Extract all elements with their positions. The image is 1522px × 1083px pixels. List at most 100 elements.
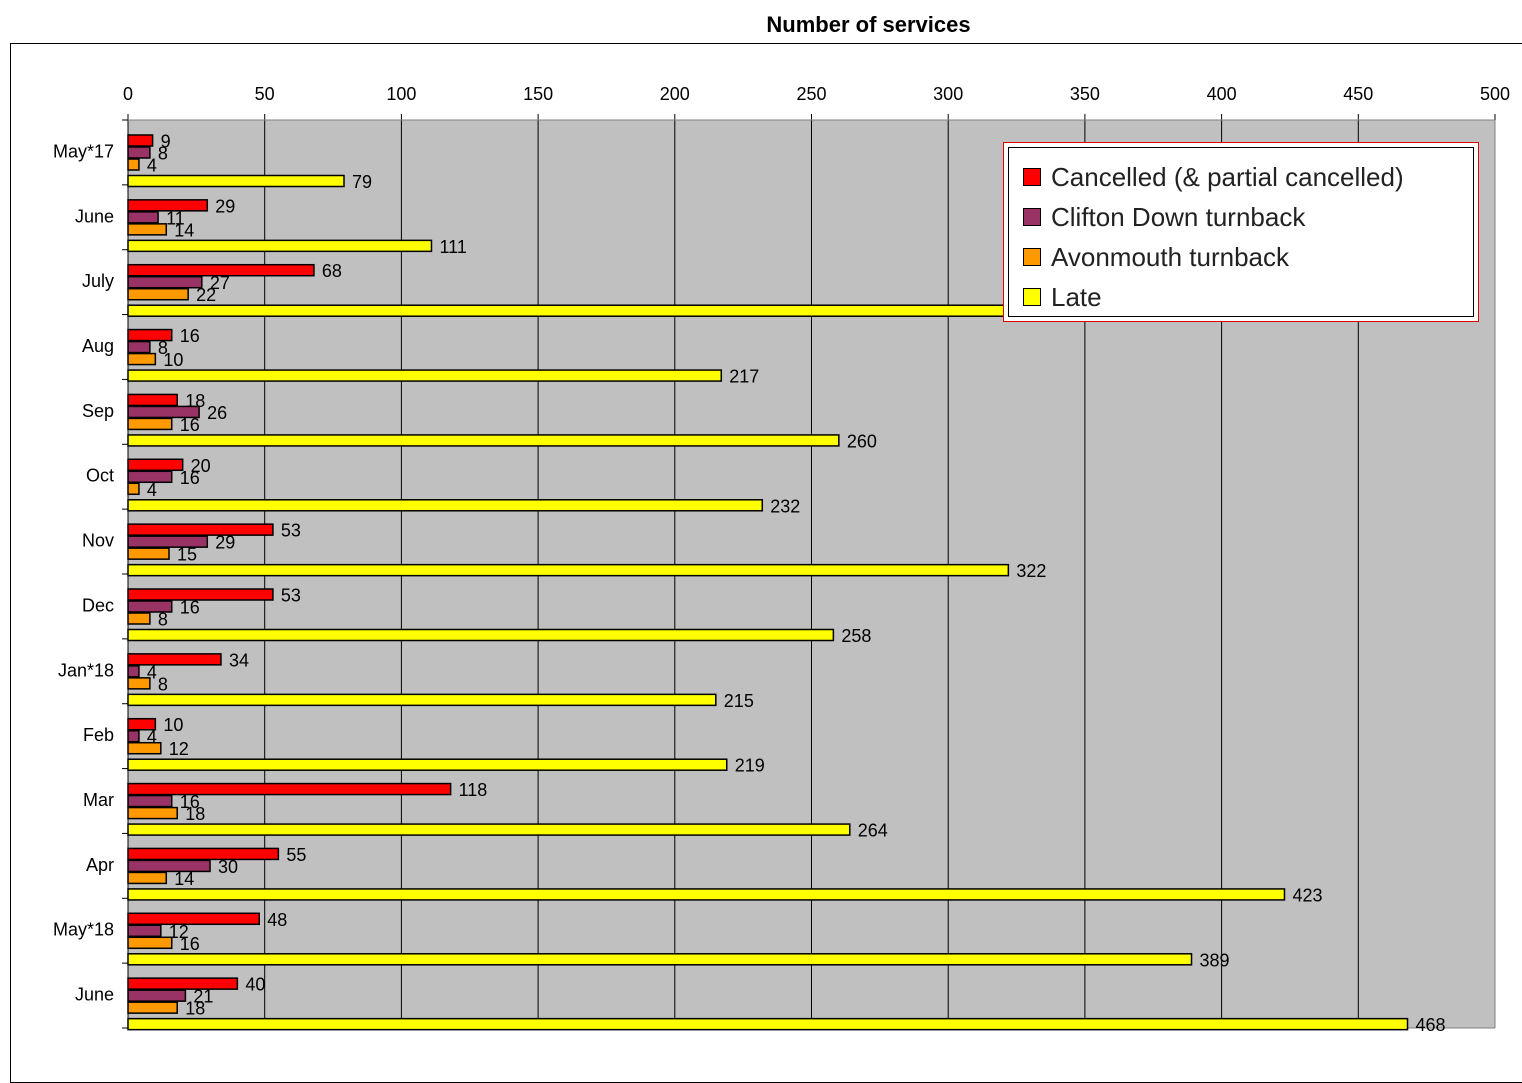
y-tick-label: Oct <box>86 466 114 486</box>
x-tick-label: 200 <box>660 84 690 104</box>
bar <box>127 782 452 796</box>
data-label: 111 <box>439 237 466 257</box>
data-label: 16 <box>180 792 200 812</box>
bar <box>127 405 200 419</box>
bar <box>127 223 168 236</box>
bar <box>127 653 222 666</box>
data-label: 264 <box>858 821 888 841</box>
data-label: 423 <box>1292 885 1322 905</box>
bar <box>127 847 280 861</box>
bar <box>127 499 764 512</box>
data-label: 322 <box>1016 561 1046 581</box>
bar <box>127 859 211 873</box>
data-label: 11 <box>166 208 185 228</box>
bar <box>127 563 1010 577</box>
bar <box>127 588 274 601</box>
data-label: 232 <box>770 496 800 516</box>
bar <box>127 665 140 678</box>
bar <box>127 717 157 731</box>
data-label: 27 <box>210 273 230 293</box>
legend-item: Clifton Down turnback <box>1023 202 1305 232</box>
data-label: 30 <box>218 857 238 877</box>
bar <box>127 417 173 431</box>
data-label: 18 <box>185 999 205 1019</box>
legend-swatch <box>1023 248 1041 266</box>
bar <box>127 158 140 171</box>
bar <box>127 211 159 224</box>
x-tick-label: 300 <box>933 84 963 104</box>
legend-item: Late <box>1023 282 1102 312</box>
legend: Cancelled (& partial cancelled) Clifton D… <box>1003 142 1479 322</box>
data-label: 26 <box>207 403 227 423</box>
bar <box>127 174 345 188</box>
bar <box>127 741 162 755</box>
legend-item: Avonmouth turnback <box>1023 242 1289 272</box>
data-label: 389 <box>1200 950 1230 970</box>
legend-swatch <box>1023 168 1041 186</box>
y-tick-label: July <box>82 271 114 291</box>
data-label: 16 <box>180 415 200 435</box>
data-label: 260 <box>847 431 877 451</box>
data-label: 8 <box>158 674 168 694</box>
bar <box>127 434 840 447</box>
bar <box>127 888 1286 901</box>
bar <box>127 482 140 496</box>
x-tick-label: 450 <box>1343 84 1373 104</box>
data-label: 16 <box>180 598 200 618</box>
legend-label: Cancelled (& partial cancelled) <box>1051 161 1404 192</box>
data-label: 15 <box>177 545 197 565</box>
y-tick-label: Aug <box>82 336 114 356</box>
data-label: 8 <box>158 144 168 164</box>
y-tick-label: Feb <box>83 725 114 745</box>
data-label: 16 <box>180 934 200 954</box>
bar <box>127 304 1149 317</box>
bar <box>127 352 157 366</box>
bar <box>127 146 151 159</box>
x-tick-label: 500 <box>1480 84 1510 104</box>
bar <box>127 758 728 771</box>
data-label: 8 <box>158 338 168 358</box>
x-tick-label: 50 <box>255 84 275 104</box>
legend-item: Cancelled (& partial cancelled) <box>1023 162 1404 192</box>
x-tick-label: 100 <box>386 84 416 104</box>
bar <box>127 199 209 212</box>
data-label: 12 <box>169 739 189 759</box>
y-tick-label: May*18 <box>53 920 114 940</box>
data-label: 217 <box>729 367 759 387</box>
bar <box>127 134 154 147</box>
y-tick-label: Nov <box>82 531 114 551</box>
bar <box>127 239 433 253</box>
data-label: 40 <box>245 975 265 995</box>
legend-swatch <box>1023 208 1041 226</box>
data-label: 18 <box>185 804 205 824</box>
y-tick-label: Apr <box>86 855 114 875</box>
bar <box>127 612 151 625</box>
bar <box>127 275 203 289</box>
data-label: 53 <box>281 586 301 606</box>
legend-label: Avonmouth turnback <box>1051 241 1289 272</box>
bar <box>127 328 173 342</box>
bar <box>127 393 178 407</box>
legend-label: Clifton Down turnback <box>1051 201 1306 232</box>
bar <box>127 989 187 1002</box>
bar <box>127 693 717 707</box>
data-label: 9 <box>161 132 171 152</box>
data-label: 12 <box>169 922 189 942</box>
y-tick-label: June <box>75 985 114 1005</box>
data-label: 4 <box>147 480 157 500</box>
bar <box>127 977 239 990</box>
bar <box>127 287 189 301</box>
bar <box>127 729 140 743</box>
data-label: 4 <box>147 727 157 747</box>
data-label: 10 <box>163 350 183 370</box>
x-tick-label: 0 <box>123 84 133 104</box>
bar <box>127 953 1193 966</box>
data-label: 22 <box>196 285 216 305</box>
data-label: 16 <box>180 326 200 346</box>
data-label: 16 <box>180 468 200 488</box>
bar <box>127 1017 1409 1031</box>
bar <box>127 677 151 690</box>
legend-swatch <box>1023 288 1041 306</box>
data-label: 20 <box>191 456 211 476</box>
bar <box>127 535 209 548</box>
